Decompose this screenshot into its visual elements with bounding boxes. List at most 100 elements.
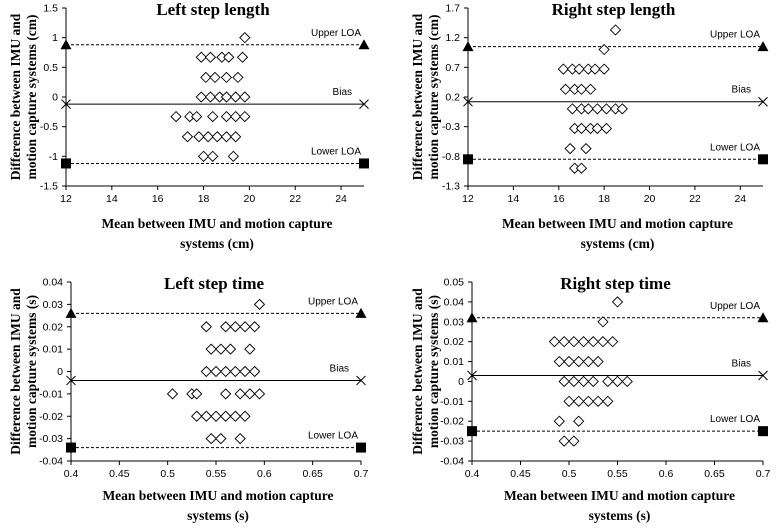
y-axis-label-line: Difference between IMU and [8, 13, 23, 180]
data-point [249, 365, 261, 378]
data-point [568, 375, 580, 388]
bias-marker [66, 375, 76, 386]
y-axis-label-line: motion capture systems (s) [426, 295, 441, 448]
y-tick-label: -1.5 [40, 181, 58, 193]
data-point [210, 410, 222, 422]
data-point [223, 51, 235, 63]
data-point [220, 410, 232, 422]
y-tick-label: 1.5 [43, 3, 58, 15]
data-point [616, 103, 628, 115]
x-tick-label: 20 [644, 193, 656, 205]
y-tick-label: -0.02 [440, 416, 464, 428]
data-point [591, 103, 603, 115]
data-point [220, 110, 233, 123]
x-axis-label-line: systems (s) [589, 508, 651, 523]
x-tick-label: 16 [553, 193, 565, 205]
data-point [573, 415, 585, 427]
data-point [215, 432, 227, 445]
y-tick-label: -0.03 [39, 433, 63, 445]
data-point [592, 395, 604, 407]
data-point [229, 321, 241, 333]
data-point [573, 395, 585, 407]
data-point [202, 131, 214, 143]
data-point [602, 375, 614, 388]
y-tick-label: 0.5 [43, 62, 58, 74]
data-point [621, 375, 633, 388]
chart-panel-3: 0.040.030.020.010-0.01-0.02-0.03-0.040.4… [8, 274, 368, 523]
data-point [592, 355, 604, 368]
data-point [220, 321, 232, 333]
data-point [577, 375, 590, 388]
lower-loa-marker [463, 154, 473, 165]
bias-marker [758, 96, 768, 107]
bias-marker [467, 370, 477, 381]
x-tick-label: 18 [598, 193, 610, 205]
data-point [577, 336, 590, 348]
data-point [200, 365, 212, 378]
data-point [568, 435, 580, 447]
data-point [200, 71, 212, 84]
upper-loa-marker [60, 39, 72, 50]
y-tick-label: -0.3 [442, 121, 460, 133]
data-point [239, 321, 251, 333]
data-point [558, 375, 570, 388]
data-point [557, 63, 569, 75]
data-point [209, 71, 221, 84]
data-point [249, 321, 261, 333]
upper-loa-marker [466, 312, 478, 323]
bias-label: Bias [732, 85, 751, 96]
y-tick-label: 0.01 [43, 344, 64, 356]
data-point [607, 336, 619, 348]
x-tick-label: 22 [689, 193, 701, 205]
data-point [244, 388, 256, 400]
y-tick-label: 0 [52, 92, 58, 104]
x-tick-label: 0.45 [109, 468, 130, 480]
data-point [234, 388, 246, 400]
data-point [611, 375, 624, 388]
x-axis-label-line: Mean between IMU and motion capture [502, 216, 733, 231]
y-tick-label: -1.3 [442, 181, 460, 193]
bias-marker [61, 99, 71, 109]
data-point [215, 343, 227, 355]
data-point [568, 336, 580, 348]
data-point [553, 415, 565, 427]
data-point [191, 410, 203, 422]
lower-loa-label: Lower LOA [710, 142, 760, 153]
y-tick-label: 0.02 [43, 321, 64, 333]
x-tick-label: 0.5 [160, 468, 175, 480]
y-tick-label: -0.04 [39, 456, 63, 468]
lower-loa-label: Lower LOA [710, 414, 760, 425]
x-tick-label: 0.7 [354, 468, 369, 480]
y-tick-label: 0.03 [43, 299, 64, 311]
y-tick-label: -0.02 [39, 411, 63, 423]
data-point [191, 110, 203, 123]
data-point [207, 110, 219, 123]
x-tick-label: 24 [734, 193, 746, 205]
data-point [597, 316, 609, 328]
x-axis-label-line: systems (s) [187, 508, 249, 523]
data-point [239, 410, 251, 422]
data-point [205, 432, 217, 445]
x-tick-label: 22 [289, 193, 301, 205]
bias-label: Bias [732, 358, 751, 369]
data-point [204, 91, 217, 103]
data-point [548, 336, 561, 348]
data-point [584, 83, 597, 95]
data-point [563, 355, 575, 368]
y-tick-label: -0.04 [440, 456, 464, 468]
x-tick-label: 0.4 [465, 468, 480, 480]
x-tick-label: 14 [508, 193, 520, 205]
y-tick-label: 0.05 [444, 277, 465, 289]
data-point [220, 388, 232, 400]
y-tick-label: 0.02 [444, 336, 465, 348]
lower-loa-label: Lower LOA [308, 431, 358, 442]
y-axis-label-line: motion capture systems (cm) [426, 14, 441, 179]
data-point [195, 91, 207, 103]
data-point [609, 24, 622, 36]
y-axis-label-line: Difference between IMU and [410, 288, 425, 455]
data-point [239, 32, 251, 44]
chart-title: Left step time [164, 274, 265, 293]
y-tick-label: 1 [52, 32, 58, 44]
upper-loa-label: Upper LOA [308, 296, 358, 307]
x-tick-label: 0.65 [302, 468, 323, 480]
